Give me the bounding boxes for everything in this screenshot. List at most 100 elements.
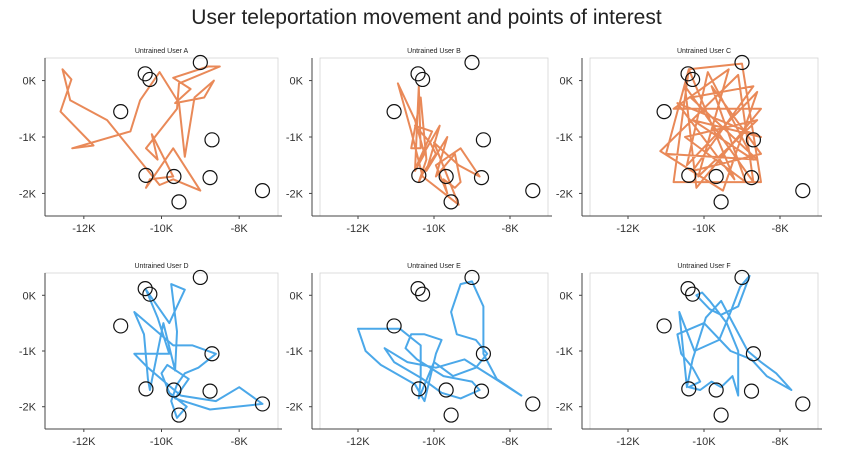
y-tick-label: -2K xyxy=(286,188,304,200)
x-tick-label: -12K xyxy=(616,436,640,448)
poi-marker xyxy=(137,66,153,82)
y-tick-label: -2K xyxy=(556,402,574,414)
poi-marker xyxy=(142,71,158,88)
poi-marker xyxy=(743,170,760,186)
poi-marker xyxy=(137,281,153,297)
poi-marker xyxy=(415,286,431,302)
x-tick-label: -12K xyxy=(346,436,370,448)
poi-marker xyxy=(708,382,724,398)
poi-marker xyxy=(171,194,187,210)
poi-marker xyxy=(171,407,187,423)
y-tick-label: -2K xyxy=(286,402,304,414)
plot-frame xyxy=(44,57,279,217)
plot-frame xyxy=(589,272,819,430)
poi-marker xyxy=(192,54,208,71)
y-tick-label: -1K xyxy=(286,346,304,358)
x-tick-label: -8K xyxy=(231,436,249,448)
poi-marker xyxy=(438,382,454,398)
x-tick-label: -10K xyxy=(692,223,716,235)
y-tick-label: 0K xyxy=(23,290,37,302)
chart-panel: Untrained User C 0K -1K -2K -12K -10K -8K xyxy=(556,48,822,235)
y-tick-label: -2K xyxy=(19,188,37,200)
x-tick-label: -8K xyxy=(501,223,519,235)
poi-marker xyxy=(166,168,182,185)
movement-path xyxy=(357,280,523,403)
y-tick-label: 0K xyxy=(560,290,574,302)
poi-marker xyxy=(475,132,491,148)
poi-marker xyxy=(734,269,750,286)
movement-path xyxy=(659,62,762,192)
poi-marker xyxy=(166,382,182,398)
movement-path xyxy=(133,283,264,419)
poi-marker xyxy=(192,269,208,286)
y-tick-label: -1K xyxy=(286,132,304,144)
x-tick-label: -10K xyxy=(422,223,446,235)
panel-title: Untrained User B xyxy=(407,48,461,55)
poi-marker xyxy=(708,168,724,185)
poi-marker xyxy=(713,407,729,423)
y-tick-label: 0K xyxy=(23,76,37,88)
poi-marker xyxy=(680,281,696,297)
movement-path xyxy=(59,65,221,192)
poi-marker xyxy=(684,71,701,88)
x-tick-label: -8K xyxy=(231,223,249,235)
poi-marker xyxy=(138,167,154,183)
y-tick-label: -1K xyxy=(19,346,37,358)
y-tick-label: 0K xyxy=(290,290,304,302)
panel-title: Untrained User E xyxy=(407,263,461,270)
movement-path xyxy=(396,82,481,206)
panel-title: Untrained User D xyxy=(134,263,188,270)
poi-marker xyxy=(410,66,426,82)
poi-marker xyxy=(473,383,490,399)
poi-marker xyxy=(656,104,672,120)
chart-title: User teleportation movement and points o… xyxy=(191,6,662,29)
poi-marker xyxy=(473,170,490,186)
poi-marker xyxy=(656,318,672,334)
chart-panel: Untrained User F 0K -1K -2K -12K -10K -8K xyxy=(556,263,822,448)
poi-marker xyxy=(202,383,218,399)
poi-marker xyxy=(713,194,729,210)
poi-marker xyxy=(113,318,129,334)
poi-marker xyxy=(113,104,129,120)
poi-marker xyxy=(204,132,220,148)
chart-panel: Untrained User E 0K -1K -2K -12K -10K -8K xyxy=(286,263,552,448)
plot-frame xyxy=(319,272,549,430)
poi-marker xyxy=(734,54,750,71)
x-tick-label: -10K xyxy=(692,436,716,448)
poi-marker xyxy=(254,183,271,199)
poi-marker xyxy=(680,66,696,82)
poi-marker xyxy=(204,346,220,362)
x-tick-label: -10K xyxy=(422,436,446,448)
x-tick-label: -10K xyxy=(150,436,174,448)
poi-marker xyxy=(475,346,491,362)
poi-marker xyxy=(410,281,426,297)
panel-title: Untrained User C xyxy=(677,48,731,55)
poi-marker xyxy=(415,71,431,88)
y-tick-label: -1K xyxy=(19,132,37,144)
y-tick-label: 0K xyxy=(290,76,304,88)
poi-marker xyxy=(745,346,762,362)
poi-marker xyxy=(202,170,218,186)
poi-marker xyxy=(684,286,701,302)
poi-marker xyxy=(411,381,427,397)
x-tick-label: -10K xyxy=(150,223,174,235)
poi-marker xyxy=(411,167,427,183)
x-tick-label: -12K xyxy=(346,223,370,235)
poi-marker xyxy=(681,167,697,183)
movement-path xyxy=(676,274,793,397)
poi-marker xyxy=(464,269,480,286)
chart-panel: Untrained User B 0K -1K -2K -12K -10K -8K xyxy=(286,48,552,235)
poi-marker xyxy=(138,381,154,397)
poi-marker xyxy=(795,396,811,412)
poi-marker xyxy=(142,286,158,302)
y-tick-label: 0K xyxy=(560,76,574,88)
panel-title: Untrained User F xyxy=(677,263,730,270)
poi-marker xyxy=(745,132,762,148)
poi-marker xyxy=(795,183,811,199)
x-tick-label: -8K xyxy=(771,436,789,448)
y-tick-label: -1K xyxy=(556,132,574,144)
panel-title: Untrained User A xyxy=(135,48,189,55)
chart-panel: Untrained User D 0K -1K -2K -12K -10K -8K xyxy=(19,263,282,448)
poi-marker xyxy=(464,54,480,71)
